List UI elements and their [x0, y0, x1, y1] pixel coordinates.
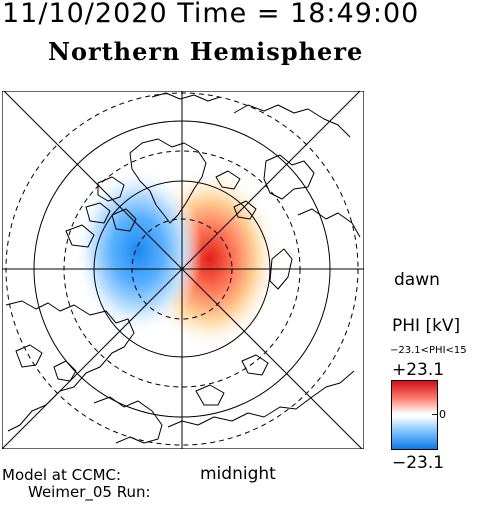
- midnight-label: midnight: [200, 464, 276, 484]
- legend-range: −23.1<PHI<15: [390, 346, 467, 356]
- dawn-label: dawn: [394, 270, 440, 290]
- meridian-diagonal-2: [2, 91, 361, 449]
- coastlines: [5, 92, 361, 444]
- polar-potential-map: [2, 91, 364, 449]
- header-datetime: 11/10/2020 Time = 18:49:00: [2, 0, 420, 29]
- legend-min-value: −23.1: [392, 453, 445, 473]
- legend-zero-tick: [432, 414, 437, 415]
- legend-title: PHI [kV]: [392, 316, 461, 336]
- legend-colorbar: [391, 380, 438, 450]
- hemisphere-title: Northern Hemisphere: [48, 37, 364, 66]
- model-label: Model at CCMC:: [2, 466, 122, 484]
- legend-zero-label: 0: [439, 408, 446, 421]
- run-label: Weimer_05 Run:: [28, 483, 151, 501]
- negative-potential-cell: [74, 167, 202, 335]
- legend-max-value: +23.1: [392, 360, 445, 380]
